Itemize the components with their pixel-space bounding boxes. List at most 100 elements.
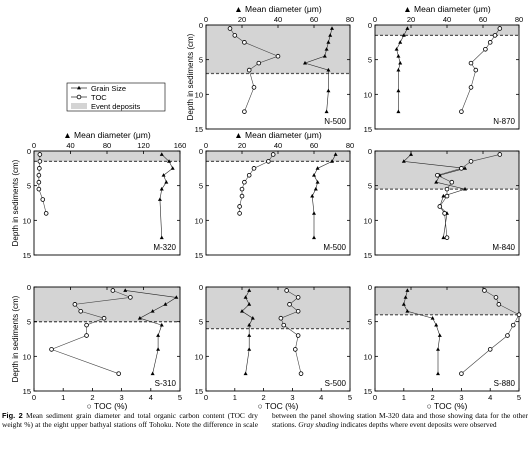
toc-point <box>442 211 447 216</box>
panel-n-870: 0 5 10 15 0 20 40 60 80 N-870 <box>364 15 524 134</box>
toc-tick-label: 2 <box>431 393 435 402</box>
toc-axis-title: ○ TOC (%) <box>87 401 128 411</box>
grain-axis-title: ▲ Mean diameter (μm) <box>234 4 322 14</box>
toc-point <box>239 186 245 192</box>
grain-axis-title: ▲ Mean diameter (μm) <box>234 130 322 140</box>
depth-tick-label: 15 <box>364 251 372 260</box>
grain-size-point <box>401 302 406 306</box>
toc-point <box>516 312 522 318</box>
grain-tick-label: 40 <box>274 141 282 150</box>
grain-tick-label: 0 <box>204 141 208 150</box>
toc-tick-label: 1 <box>233 393 237 402</box>
toc-point <box>37 152 43 157</box>
grain-size-point <box>405 309 410 313</box>
grain-size-point <box>157 197 162 201</box>
grain-size-point <box>396 54 401 58</box>
depth-tick-label: 5 <box>27 318 31 327</box>
toc-point <box>110 288 116 293</box>
grain-axis-title: ▲ Mean diameter (μm) <box>63 130 151 140</box>
depth-tick-label: 15 <box>195 125 203 134</box>
grain-size-line <box>159 154 174 238</box>
grain-size-point <box>247 322 252 327</box>
depth-tick-label: 10 <box>195 352 203 361</box>
toc-point <box>242 179 247 185</box>
grain-size-point <box>313 186 318 191</box>
depth-tick-label: 0 <box>368 147 372 156</box>
grain-size-point <box>310 193 315 198</box>
grain-tick-label: 80 <box>346 15 354 24</box>
grain-size-point <box>250 316 255 320</box>
grain-size-point <box>398 40 403 44</box>
depth-tick-label: 10 <box>23 352 31 361</box>
toc-point <box>78 308 84 314</box>
toc-point <box>459 166 464 171</box>
event-deposit-band <box>206 287 350 329</box>
grain-tick-label: 40 <box>66 141 74 150</box>
grain-size-point <box>437 333 442 337</box>
grain-tick-label: 60 <box>479 15 487 24</box>
station-label: S-880 <box>494 379 516 388</box>
toc-point <box>270 152 276 157</box>
grain-size-point <box>150 371 155 376</box>
grain-size-point <box>159 235 164 240</box>
depth-tick-label: 5 <box>27 182 31 191</box>
grain-size-point <box>328 33 333 37</box>
panel-m-500: 0 5 10 15 0 20 40 60 80 M-500 <box>195 141 355 260</box>
depth-tick-label: 5 <box>368 318 372 327</box>
grain-size-point <box>394 47 399 51</box>
grain-size-point <box>322 54 327 58</box>
grain-size-point <box>436 371 440 376</box>
grain-size-point <box>463 166 467 170</box>
toc-point <box>496 302 502 307</box>
grain-size-point <box>159 186 164 191</box>
toc-point <box>298 371 304 376</box>
plot-frame <box>33 150 181 256</box>
panel-m-320: 0 5 10 15 0 40 80 120 160 M-320 <box>23 141 187 260</box>
grain-tick-label: 80 <box>515 15 523 24</box>
station-label: S-310 <box>155 379 177 388</box>
depth-tick-label: 0 <box>199 147 203 156</box>
legend-grain-label: Grain Size <box>91 84 126 93</box>
grain-size-point <box>247 347 252 351</box>
grain-size-point <box>396 109 401 114</box>
grain-size-point <box>401 33 406 37</box>
toc-point <box>266 159 271 164</box>
toc-point <box>487 347 493 352</box>
circle-icon <box>76 94 82 100</box>
toc-tick-label: 3 <box>120 393 124 402</box>
grain-size-point <box>441 235 446 240</box>
grain-size-point <box>312 235 316 240</box>
grain-size-line <box>311 154 336 238</box>
toc-point <box>242 109 247 114</box>
toc-tick-label: 4 <box>149 393 153 402</box>
depth-axis-title: Depth in sediments (cm) <box>11 159 20 246</box>
panel-m-840: 0 5 10 15 M-840 <box>364 147 520 260</box>
toc-point <box>275 53 281 59</box>
grain-size-point <box>156 333 161 337</box>
depth-tick-label: 15 <box>23 251 31 260</box>
toc-point <box>37 166 42 171</box>
grain-size-point <box>330 159 334 163</box>
panel-n-500: 0 5 10 15 0 20 40 60 80 N-500 <box>195 15 355 134</box>
toc-tick-label: 0 <box>373 393 377 402</box>
grain-tick-label: 40 <box>274 15 282 24</box>
depth-tick-label: 15 <box>364 387 372 396</box>
grain-size-point <box>409 152 413 156</box>
grain-size-point <box>312 173 316 177</box>
station-label: M-500 <box>323 243 346 252</box>
grain-size-point <box>315 166 320 170</box>
toc-point <box>116 371 121 376</box>
grain-size-point <box>434 322 439 327</box>
station-label: M-320 <box>153 243 176 252</box>
event-deposit-band <box>34 151 180 162</box>
grain-size-point <box>247 302 252 306</box>
grain-size-point <box>405 288 410 292</box>
toc-point <box>237 204 242 209</box>
grain-tick-label: 40 <box>443 15 451 24</box>
event-deposit-band <box>206 151 350 162</box>
toc-point <box>246 67 252 73</box>
grain-size-point <box>324 109 329 114</box>
toc-point <box>510 322 516 328</box>
